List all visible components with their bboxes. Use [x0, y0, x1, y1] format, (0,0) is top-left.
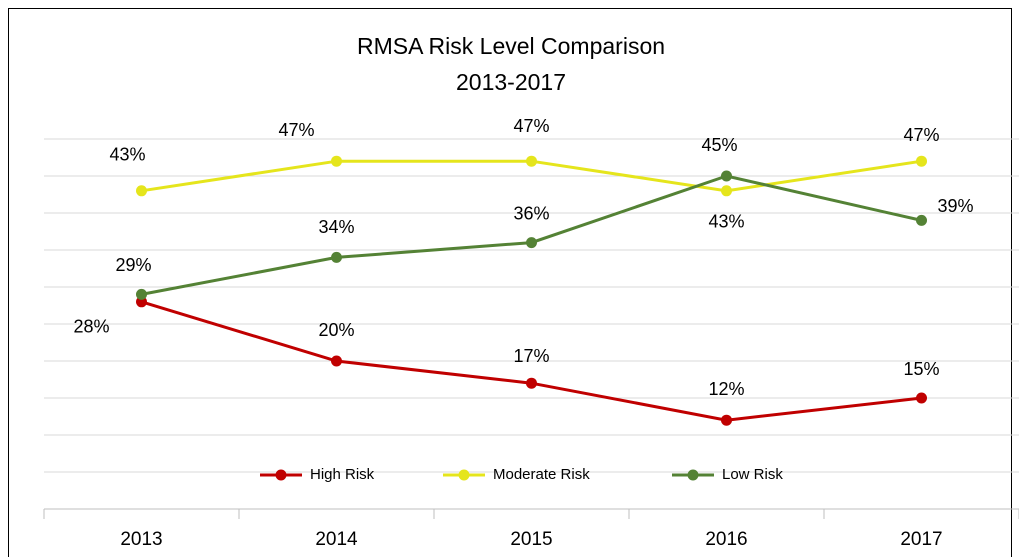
data-point — [136, 185, 147, 197]
legend-marker — [687, 469, 699, 481]
data-point — [916, 155, 927, 167]
x-tick-label: 2014 — [315, 529, 358, 550]
data-point — [331, 251, 342, 263]
x-tick-label: 2016 — [705, 529, 747, 550]
data-label: 34% — [318, 217, 354, 237]
x-tick-label: 2015 — [510, 529, 552, 550]
x-tick-label: 2013 — [120, 529, 162, 550]
data-point — [136, 288, 147, 300]
data-label: 43% — [708, 212, 744, 232]
data-label: 17% — [513, 346, 549, 366]
data-point — [526, 377, 537, 389]
chart-frame — [8, 8, 1012, 557]
data-label: 47% — [903, 125, 939, 145]
chart-title: RMSA Risk Level Comparison — [357, 33, 665, 59]
x-tick-label: 2017 — [900, 529, 942, 550]
data-label: 45% — [701, 135, 737, 155]
legend-marker — [458, 469, 470, 481]
data-label: 20% — [318, 320, 354, 340]
legend-label: Low Risk — [722, 466, 783, 483]
data-point — [721, 414, 732, 426]
data-label: 28% — [73, 317, 109, 337]
data-label: 12% — [708, 379, 744, 399]
data-point — [916, 392, 927, 404]
chart-subtitle: 2013-2017 — [456, 69, 566, 95]
data-point — [721, 185, 732, 197]
data-label: 43% — [109, 145, 145, 165]
data-point — [331, 355, 342, 367]
data-label: 36% — [513, 203, 549, 223]
data-point — [526, 237, 537, 249]
data-point — [526, 155, 537, 167]
data-point — [721, 170, 732, 182]
data-point — [331, 155, 342, 167]
legend-label: High Risk — [310, 466, 375, 483]
legend-marker — [275, 469, 287, 481]
data-label: 39% — [938, 196, 974, 216]
data-label: 15% — [903, 359, 939, 379]
data-label: 47% — [278, 120, 314, 140]
legend-label: Moderate Risk — [493, 466, 590, 483]
data-point — [916, 214, 927, 226]
data-label: 47% — [513, 116, 549, 136]
data-label: 29% — [115, 255, 151, 275]
